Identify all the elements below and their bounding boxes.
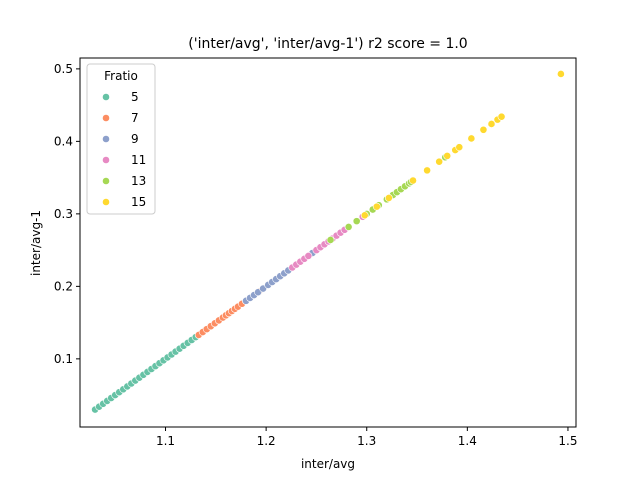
legend-label: 13 [131, 174, 146, 188]
x-tick-label: 1.1 [156, 434, 175, 448]
series-15 [360, 70, 565, 220]
x-tick-label: 1.2 [257, 434, 276, 448]
data-point [409, 176, 417, 185]
legend-marker [102, 198, 110, 206]
data-point [304, 252, 313, 260]
legend: Fratio 5 7 9 11 13 15 [86, 63, 156, 215]
y-tick-label: 0.1 [54, 352, 73, 366]
data-point [557, 70, 565, 78]
plot-frame [79, 57, 577, 428]
legend-marker [102, 156, 110, 164]
legend-marker [102, 177, 110, 185]
data-point [360, 211, 369, 220]
legend-marker [102, 93, 110, 101]
data-point [326, 236, 335, 244]
legend-label: 5 [131, 90, 139, 104]
x-axis-label: inter/avg [301, 457, 355, 471]
x-tick-label: 1.4 [458, 434, 477, 448]
legend-label: 7 [131, 111, 139, 125]
y-axis: 0.1 0.2 0.3 0.4 0.5 [54, 62, 80, 366]
data-point [372, 202, 381, 211]
data-point [487, 120, 496, 128]
y-tick-label: 0.4 [54, 134, 73, 148]
data-point [455, 143, 464, 152]
data-point [435, 157, 444, 166]
legend-marker [102, 135, 110, 143]
legend-title: Fratio [104, 69, 138, 83]
data-point [423, 166, 431, 175]
chart-title: ('inter/avg', 'inter/avg-1') r2 score = … [188, 36, 467, 52]
y-tick-label: 0.2 [54, 279, 73, 293]
data-point [467, 134, 476, 143]
legend-label: 11 [131, 153, 146, 167]
legend-label: 9 [131, 132, 139, 146]
plot-area [91, 70, 565, 414]
legend-items: 5 7 9 11 13 15 [102, 90, 146, 209]
legend-label: 15 [131, 195, 146, 209]
series-5 [91, 325, 210, 414]
data-point [352, 217, 361, 226]
y-tick-label: 0.5 [54, 62, 73, 76]
data-point [479, 125, 488, 134]
data-point [443, 151, 452, 160]
legend-marker [102, 114, 110, 122]
data-point [384, 194, 393, 202]
legend-box [86, 63, 156, 215]
y-axis-label: inter/avg-1 [29, 210, 43, 276]
y-tick-label: 0.3 [54, 207, 73, 221]
data-point [344, 223, 353, 231]
x-tick-label: 1.5 [558, 434, 577, 448]
data-point [497, 112, 506, 121]
x-tick-label: 1.3 [357, 434, 376, 448]
x-axis: 1.1 1.2 1.3 1.4 1.5 [156, 427, 577, 448]
